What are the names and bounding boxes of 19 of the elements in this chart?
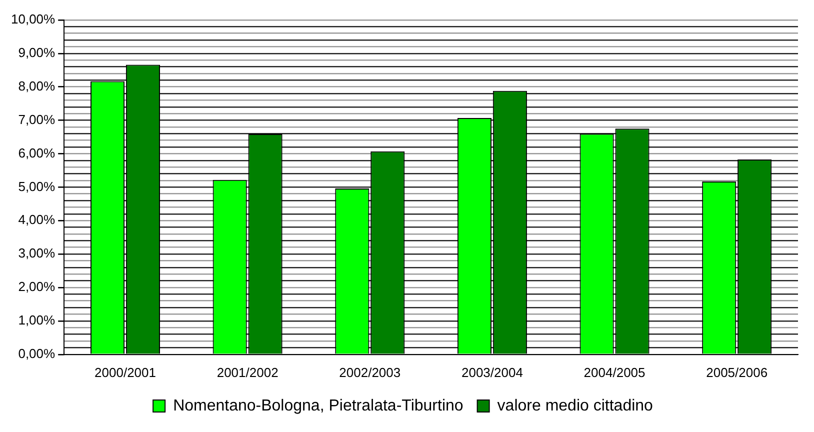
x-tick-label: 2001/2002	[216, 364, 278, 380]
y-tick-label: 3,00%	[18, 246, 56, 261]
x-tick-label: 2000/2001	[94, 364, 156, 380]
y-tick-label: 1,00%	[18, 312, 56, 328]
y-tick-label: 7,00%	[18, 112, 56, 127]
y-tick-label: 8,00%	[18, 78, 56, 94]
y-tick-label: 5,00%	[18, 178, 56, 194]
x-tick-label: 2002/2003	[339, 364, 401, 380]
y-tick-label: 2,00%	[18, 279, 56, 294]
y-tick-label: 4,00%	[18, 212, 56, 228]
legend-label: valore medio cittadino	[497, 397, 654, 414]
y-tick-label: 10,00%	[10, 12, 56, 27]
x-tick-label: 2005/2006	[706, 364, 768, 380]
x-tick-label: 2003/2004	[461, 364, 523, 380]
y-tick-label: 6,00%	[18, 145, 56, 160]
y-tick-label: 9,00%	[18, 45, 56, 60]
legend-label: Nomentano-Bologna, Pietralata-Tiburtino	[173, 397, 464, 414]
x-tick-label: 2004/2005	[584, 364, 646, 380]
y-tick-label: 0,00%	[18, 346, 56, 361]
